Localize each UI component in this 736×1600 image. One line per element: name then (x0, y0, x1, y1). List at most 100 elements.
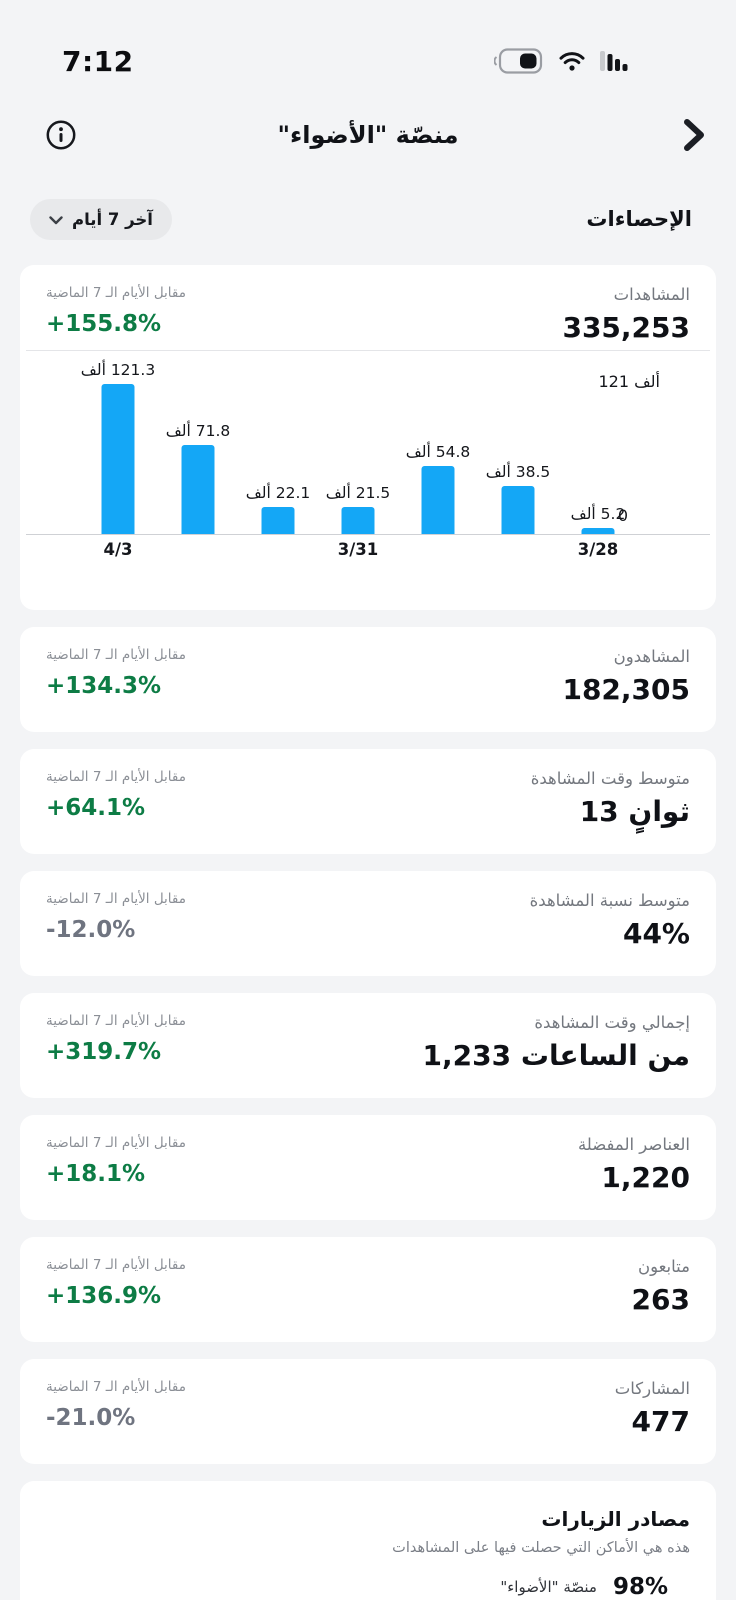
status-icons (493, 48, 628, 78)
metric-card-total-watch-time: إجمالي وقت المشاهدة 1,233 من الساعات مقا… (20, 993, 716, 1098)
metric-card-followers: متابعون 263 مقابل الأيام الـ 7 الماضية +… (20, 1237, 716, 1342)
bar-value-label: 21.5 ألف (325, 484, 391, 502)
metric-value: 1,233 من الساعات (422, 1039, 690, 1072)
x-axis-tick: 4/3 (103, 540, 133, 559)
back-chevron-icon (681, 119, 707, 156)
compare-label: مقابل الأيام الـ 7 الماضية (46, 1257, 186, 1273)
metric-value: 335,253 (562, 311, 690, 344)
views-metric: المشاهدات 335,253 مقابل الأيام الـ 7 الم… (20, 265, 716, 344)
compare-label: مقابل الأيام الـ 7 الماضية (46, 1135, 186, 1151)
metric-favorites: العناصر المفضلة 1,220 مقابل الأيام الـ 7… (20, 1115, 716, 1194)
status-bar: 7:12 (0, 0, 736, 96)
bar-value-label: 54.8 ألف (405, 443, 471, 461)
back-button[interactable] (680, 117, 708, 153)
metric-followers: متابعون 263 مقابل الأيام الـ 7 الماضية +… (20, 1237, 716, 1316)
metric-value: 477 (631, 1405, 690, 1438)
metric-main: متابعون 263 (632, 1257, 690, 1316)
traffic-source-label: منصّة "الأضواء" (500, 1578, 597, 1596)
chart-bar[interactable] (101, 384, 135, 534)
bar-chart-plot: 121.3 ألف 71.8 ألف 22.1 ألف 21.5 ألف 54.8 أل… (78, 351, 638, 534)
metric-value: 1,220 (601, 1161, 690, 1194)
chart-divider (26, 350, 710, 351)
chart-bar[interactable] (421, 466, 455, 534)
metric-card-favorites: العناصر المفضلة 1,220 مقابل الأيام الـ 7… (20, 1115, 716, 1220)
metric-label: متابعون (637, 1257, 690, 1276)
metric-comparison: مقابل الأيام الـ 7 الماضية +136.9% (46, 1257, 186, 1309)
section-title: الإحصاءات (586, 207, 692, 231)
compare-label: مقابل الأيام الـ 7 الماضية (46, 1379, 186, 1395)
x-axis-tick (398, 540, 478, 559)
metric-delta: -12.0% (46, 917, 136, 943)
bar-slot: 71.8 ألف (158, 351, 238, 534)
bar-value-label: 71.8 ألف (165, 422, 231, 440)
metric-delta: +319.7% (46, 1039, 162, 1065)
chevron-down-icon (49, 210, 63, 229)
y-axis-max-label: 121 ألف (598, 372, 660, 391)
y-axis-min-label: 0 (617, 506, 628, 525)
battery-icon (493, 48, 544, 78)
status-time: 7:12 (62, 45, 134, 78)
section-header: الإحصاءات آخر 7 أيام (0, 196, 736, 242)
metric-main: متوسط وقت المشاهدة 13 ثوانٍ (531, 769, 690, 828)
cellular-signal-icon (600, 50, 628, 76)
metric-value: 263 (631, 1283, 690, 1316)
metric-label: العناصر المفضلة (577, 1135, 690, 1154)
bar-slot: 21.5 ألف (318, 351, 398, 534)
metric-avg-watch-rate: متوسط نسبة المشاهدة 44% مقابل الأيام الـ… (20, 871, 716, 950)
metric-card-avg-watch-time: متوسط وقت المشاهدة 13 ثوانٍ مقابل الأيام… (20, 749, 716, 854)
compare-label: مقابل الأيام الـ 7 الماضية (46, 285, 186, 301)
chart-bar[interactable] (261, 507, 295, 534)
metric-avg-watch-time: متوسط وقت المشاهدة 13 ثوانٍ مقابل الأيام… (20, 749, 716, 828)
bar-value-label: 22.1 ألف (245, 484, 311, 502)
metric-delta: +134.3% (46, 673, 162, 699)
metric-main: المشاهدون 182,305 (562, 647, 690, 706)
chart-bar[interactable] (501, 486, 535, 534)
metric-views: المشاهدات 335,253 مقابل الأيام الـ 7 الم… (20, 265, 716, 344)
metric-card-viewers: المشاهدون 182,305 مقابل الأيام الـ 7 الم… (20, 627, 716, 732)
metric-label: المشاهدات (613, 285, 690, 304)
metric-main: المشاهدات 335,253 (562, 285, 690, 344)
bar-slot: 121.3 ألف (78, 351, 158, 534)
x-axis-tick (478, 540, 558, 559)
traffic-source-row: 98% منصّة "الأضواء" (46, 1574, 690, 1600)
metric-label: المشاهدون (613, 647, 690, 666)
chart-bar[interactable] (581, 528, 615, 534)
compare-label: مقابل الأيام الـ 7 الماضية (46, 891, 186, 907)
info-button[interactable] (44, 118, 78, 152)
bar-slot: 38.5 ألف (478, 351, 558, 534)
filter-label: آخر 7 أيام (72, 209, 153, 229)
metric-comparison: مقابل الأيام الـ 7 الماضية +319.7% (46, 1013, 186, 1065)
chart-baseline (26, 534, 710, 535)
metric-delta: +18.1% (46, 1161, 146, 1187)
traffic-sources-title: مصادر الزيارات (541, 1507, 690, 1531)
metric-comparison: مقابل الأيام الـ 7 الماضية -12.0% (46, 891, 186, 943)
bar-slot: 5.2 ألف (558, 351, 638, 534)
chart-bar[interactable] (181, 445, 215, 534)
metric-value: 13 ثوانٍ (579, 795, 690, 828)
metric-main: متوسط نسبة المشاهدة 44% (530, 891, 690, 950)
wifi-icon (558, 50, 586, 76)
x-axis: 4/3 3/31 3/28 (78, 540, 638, 559)
chart-bar[interactable] (341, 507, 375, 534)
x-axis-tick (238, 540, 318, 559)
metric-label: متوسط وقت المشاهدة (530, 769, 690, 788)
compare-label: مقابل الأيام الـ 7 الماضية (46, 769, 186, 785)
metric-card-shares: المشاركات 477 مقابل الأيام الـ 7 الماضية… (20, 1359, 716, 1464)
metric-label: إجمالي وقت المشاهدة (534, 1013, 690, 1032)
metric-card-avg-watch-rate: متوسط نسبة المشاهدة 44% مقابل الأيام الـ… (20, 871, 716, 976)
metric-delta: -21.0% (46, 1405, 136, 1431)
bar-slot: 54.8 ألف (398, 351, 478, 534)
metric-comparison: مقابل الأيام الـ 7 الماضية +134.3% (46, 647, 186, 699)
bar-value-label: 38.5 ألف (485, 463, 551, 481)
metric-label: المشاركات (614, 1379, 690, 1398)
views-bar-chart: 121.3 ألف 71.8 ألف 22.1 ألف 21.5 ألف 54.8 أل… (20, 351, 716, 589)
x-axis-tick: 3/31 (337, 540, 379, 559)
traffic-source-percent: 98% (612, 1574, 668, 1600)
metric-main: المشاركات 477 (615, 1379, 690, 1438)
metric-delta: +155.8% (46, 311, 162, 337)
date-range-filter[interactable]: آخر 7 أيام (30, 198, 172, 240)
views-chart-card: المشاهدات 335,253 مقابل الأيام الـ 7 الم… (20, 265, 716, 610)
nav-bar: منصّة "الأضواء" (0, 96, 736, 174)
metric-main: إجمالي وقت المشاهدة 1,233 من الساعات (422, 1013, 690, 1072)
metric-value: 182,305 (562, 673, 690, 706)
